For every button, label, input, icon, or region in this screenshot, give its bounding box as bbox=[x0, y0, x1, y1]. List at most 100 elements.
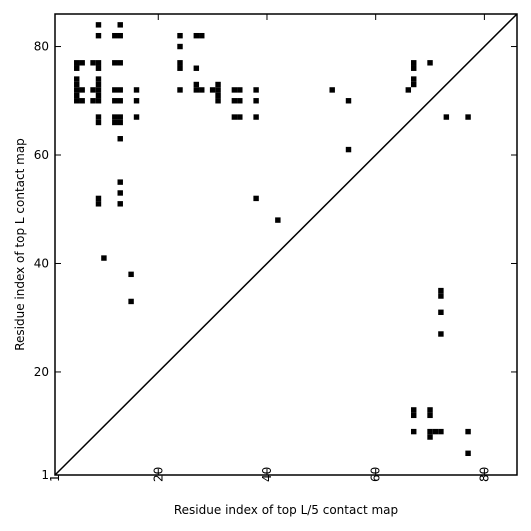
contact-cell-upper bbox=[177, 43, 183, 50]
contact-cell-upper bbox=[193, 81, 200, 88]
contact-cell-upper bbox=[443, 114, 450, 120]
contact-cell-upper bbox=[253, 87, 259, 93]
contact-cell-upper bbox=[177, 32, 183, 39]
contact-cell-upper bbox=[74, 98, 80, 104]
y-tick-label: 60 bbox=[34, 148, 49, 162]
contact-cell-upper bbox=[112, 114, 118, 120]
x-axis: 1 20 40 60 80 bbox=[48, 14, 491, 482]
y-tick-label: 20 bbox=[34, 365, 49, 379]
contact-cell-upper bbox=[95, 92, 102, 99]
contact-cell-upper bbox=[215, 81, 221, 88]
contact-cell-upper bbox=[231, 87, 238, 93]
contact-cell-upper bbox=[74, 76, 80, 82]
contact-cell-upper bbox=[193, 65, 200, 71]
contact-cell-upper bbox=[253, 98, 259, 104]
contact-cell-upper bbox=[177, 65, 183, 71]
contact-cell-upper bbox=[117, 22, 123, 28]
contact-cell-lower bbox=[427, 434, 433, 440]
contact-cell-upper bbox=[427, 60, 433, 66]
contact-cell-upper bbox=[112, 119, 118, 126]
contact-cell-upper bbox=[95, 22, 102, 28]
contact-cell-upper bbox=[95, 114, 102, 120]
contact-cell-upper bbox=[95, 119, 102, 126]
contact-cell-upper bbox=[199, 87, 205, 93]
contact-cell-upper bbox=[117, 201, 123, 207]
contact-cell-upper bbox=[79, 87, 85, 93]
contact-cell-upper bbox=[177, 87, 183, 93]
contact-cell-upper bbox=[209, 87, 216, 93]
y-axis-label: Residue index of top L contact map bbox=[13, 138, 27, 351]
x-tick-label: 20 bbox=[151, 467, 165, 482]
x-tick-label: 60 bbox=[369, 467, 383, 482]
contact-cell-upper bbox=[253, 195, 259, 202]
contact-cell-upper bbox=[74, 92, 80, 99]
contact-cell-upper bbox=[117, 60, 123, 66]
contact-cell-upper bbox=[231, 98, 238, 104]
y-tick-label: 80 bbox=[34, 40, 49, 54]
contact-cell-upper bbox=[95, 195, 102, 202]
contact-cell-upper bbox=[117, 136, 123, 142]
contact-cell-upper bbox=[405, 87, 412, 93]
contact-cell-upper bbox=[117, 119, 123, 126]
contact-cell-upper bbox=[275, 217, 281, 223]
contact-cell-upper bbox=[95, 98, 102, 104]
contact-cell-lower bbox=[438, 331, 444, 337]
contact-cell-upper bbox=[90, 87, 96, 93]
contact-cell-upper bbox=[74, 65, 80, 71]
contact-cell-upper bbox=[465, 114, 471, 120]
contact-cell-lower bbox=[465, 428, 471, 435]
contact-cell-upper bbox=[345, 146, 352, 153]
contact-cell-upper bbox=[74, 87, 80, 93]
y-axis: 1 20 40 60 80 bbox=[34, 40, 517, 482]
plot-frame bbox=[54, 13, 518, 476]
contact-cell-upper bbox=[112, 60, 118, 66]
contact-cell-upper bbox=[95, 65, 102, 71]
contact-cell-upper bbox=[74, 81, 80, 88]
contact-cell-upper bbox=[95, 60, 102, 66]
y-tick-label: 1 bbox=[41, 468, 49, 482]
contact-cell-lower bbox=[438, 287, 444, 294]
contact-cell-upper bbox=[117, 87, 123, 93]
contact-cell-lower bbox=[432, 428, 439, 435]
contact-cell-lower bbox=[411, 428, 417, 435]
contact-cell-lower bbox=[465, 450, 471, 457]
contact-cell-upper bbox=[101, 255, 107, 261]
contact-cell-lower bbox=[427, 412, 433, 419]
contact-cell-upper bbox=[90, 60, 96, 66]
contact-cell-upper bbox=[90, 98, 96, 104]
diagonal-line bbox=[54, 13, 518, 476]
contact-cell-upper bbox=[117, 114, 123, 120]
contact-cell-upper bbox=[133, 98, 140, 104]
contact-cell-upper bbox=[79, 60, 85, 66]
contact-cell-upper bbox=[79, 98, 85, 104]
contact-cell-upper bbox=[74, 60, 80, 66]
contact-cell-upper bbox=[215, 92, 221, 99]
contact-cell-upper bbox=[112, 98, 118, 104]
contact-cell-upper bbox=[411, 76, 417, 82]
contact-cell-upper bbox=[237, 87, 243, 93]
contact-cell-upper bbox=[215, 87, 221, 93]
contact-cell-upper bbox=[95, 87, 102, 93]
contact-cell-lower bbox=[427, 407, 433, 413]
contact-cell-upper bbox=[199, 32, 205, 39]
contact-cell-upper bbox=[237, 114, 243, 120]
contact-cell-upper bbox=[345, 98, 352, 104]
contact-cell-upper bbox=[133, 114, 140, 120]
contact-cell-upper bbox=[411, 81, 417, 88]
contact-cell-upper bbox=[117, 179, 123, 185]
contact-cell-lower bbox=[438, 309, 444, 315]
contact-cell-upper bbox=[253, 114, 259, 120]
contact-cell-lower bbox=[427, 428, 433, 435]
contact-cell-upper bbox=[128, 298, 134, 305]
contact-cell-upper bbox=[231, 114, 238, 120]
x-axis-label: Residue index of top L/5 contact map bbox=[174, 503, 398, 517]
contact-cell-lower bbox=[411, 407, 417, 413]
y-tick-label: 40 bbox=[34, 256, 49, 270]
contact-cell-upper bbox=[95, 81, 102, 88]
contact-cell-upper bbox=[112, 32, 118, 39]
contact-cell-upper bbox=[117, 98, 123, 104]
x-tick-label: 1 bbox=[48, 474, 62, 482]
contact-cell-upper bbox=[193, 87, 200, 93]
contact-cell-upper bbox=[112, 87, 118, 93]
